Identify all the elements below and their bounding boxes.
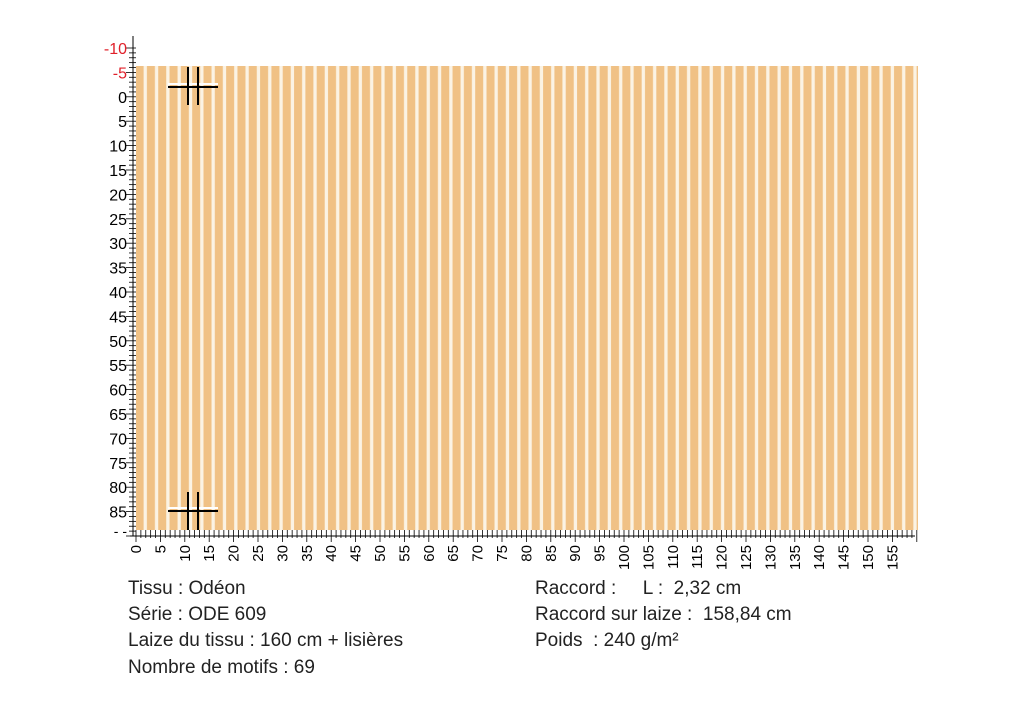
ruler-label: 45 — [348, 545, 365, 562]
ruler-label: 30 — [274, 545, 291, 562]
info-text: Raccord : L : 2,32 cm — [535, 578, 742, 599]
ruler-label: 145 — [836, 545, 853, 570]
ruler-label: 15 — [109, 163, 127, 180]
info-text: Laize du tissu : 160 cm + lisières — [128, 630, 404, 651]
ruler-label: 140 — [811, 545, 828, 570]
ruler-label: 85 — [543, 545, 560, 562]
ruler-label: 0 — [128, 545, 145, 553]
ruler-label: 125 — [738, 545, 755, 570]
ruler-label: 25 — [109, 212, 127, 229]
ruler-label: 105 — [640, 545, 657, 570]
ruler-label: 90 — [567, 545, 584, 562]
register-mark — [168, 67, 218, 105]
ruler-label: 5 — [152, 545, 169, 553]
ruler-label: 55 — [109, 358, 127, 375]
register-mark — [168, 492, 218, 530]
ruler-label: 100 — [616, 545, 633, 570]
ruler-label: 25 — [250, 545, 267, 562]
ruler-label: 150 — [860, 545, 877, 570]
ruler-label: 50 — [372, 545, 389, 562]
ruler-label: 60 — [421, 545, 438, 562]
ruler-label: 80 — [109, 480, 127, 497]
ruler-label: 0 — [118, 90, 127, 107]
ruler-label: 115 — [689, 545, 706, 569]
ruler-label: 35 — [109, 261, 127, 278]
ruler-label: 65 — [109, 407, 127, 424]
ruler-label: 70 — [470, 545, 487, 562]
info-text: Nombre de motifs : 69 — [128, 657, 315, 678]
ruler-label: 45 — [109, 309, 127, 326]
info-text: Poids : 240 g/m² — [535, 630, 679, 651]
fabric-swatch — [136, 66, 918, 530]
ruler-label: 155 — [884, 545, 901, 570]
ruler-label: 130 — [762, 545, 779, 570]
ruler-label: 60 — [109, 383, 127, 400]
ruler-label: 40 — [109, 285, 127, 302]
ruler-label: 50 — [109, 334, 127, 351]
ruler-label: 5 — [118, 114, 127, 131]
ruler-label: 85 — [109, 505, 127, 522]
ruler-label: 65 — [445, 545, 462, 562]
ruler-label: - - — [114, 523, 128, 539]
ruler-label: 75 — [494, 545, 511, 562]
ruler-label: -5 — [113, 65, 127, 82]
ruler-label: 35 — [299, 545, 316, 562]
ruler-label: 10 — [109, 139, 127, 156]
info-text: Tissu : Odéon — [128, 578, 246, 599]
info-text: Raccord sur laize : 158,84 cm — [535, 604, 792, 625]
ruler-label: -10 — [104, 41, 127, 58]
ruler-label: 10 — [177, 545, 194, 562]
ruler-label: 120 — [714, 545, 731, 570]
ruler-label: 80 — [518, 545, 535, 562]
ruler-label: 75 — [109, 456, 127, 473]
ruler-label: 40 — [323, 545, 340, 562]
info-text: Série : ODE 609 — [128, 604, 267, 625]
ruler-label: 20 — [226, 545, 243, 562]
ruler-label: 70 — [109, 431, 127, 448]
ruler-label: 95 — [592, 545, 609, 562]
ruler-label: 55 — [396, 545, 413, 562]
ruler-label: 30 — [109, 236, 127, 253]
ruler-label: 135 — [787, 545, 804, 570]
ruler-label: 20 — [109, 187, 127, 204]
ruler-label: 110 — [665, 545, 682, 569]
ruler-label: 15 — [201, 545, 218, 562]
